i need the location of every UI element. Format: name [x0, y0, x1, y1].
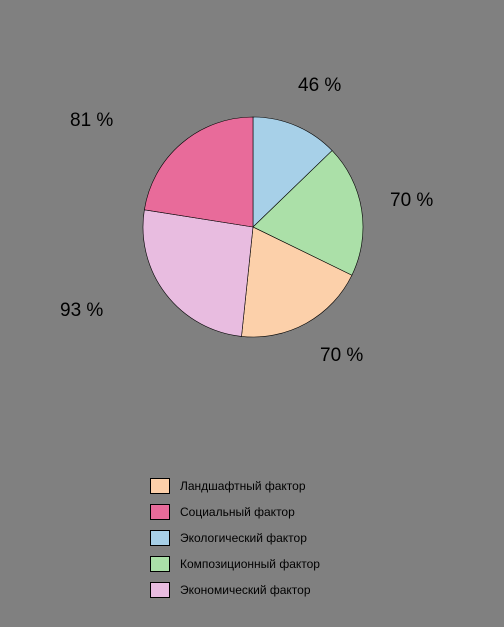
legend-item: Ландшафтный фактор	[150, 475, 320, 497]
legend-label: Экологический фактор	[180, 531, 307, 545]
legend-label: Социальный фактор	[180, 505, 295, 519]
legend-swatch	[150, 478, 170, 494]
chart-legend: Ландшафтный фактор Социальный фактор Эколо…	[150, 475, 320, 605]
pie-slice-social	[144, 117, 253, 227]
legend-item: Экологический фактор	[150, 527, 320, 549]
slice-label-eco: 46 %	[298, 75, 341, 97]
legend-swatch	[150, 556, 170, 572]
legend-item: Социальный фактор	[150, 501, 320, 523]
slice-label-social: 81 %	[70, 110, 113, 132]
legend-swatch	[150, 530, 170, 546]
legend-label: Композиционный фактор	[180, 557, 320, 571]
slice-label-comp: 70 %	[390, 190, 433, 212]
pie-slice-econ	[143, 210, 253, 337]
legend-swatch	[150, 582, 170, 598]
slice-label-land: 70 %	[320, 345, 363, 367]
legend-label: Ландшафтный фактор	[180, 479, 306, 493]
pie-chart-figure: 46 % 70 % 70 % 93 % 81 % Ландшафтный фактор С…	[0, 0, 504, 627]
legend-swatch	[150, 504, 170, 520]
legend-item: Экономический фактор	[150, 579, 320, 601]
slice-label-econ: 93 %	[60, 300, 103, 322]
legend-item: Композиционный фактор	[150, 553, 320, 575]
legend-label: Экономический фактор	[180, 583, 311, 597]
